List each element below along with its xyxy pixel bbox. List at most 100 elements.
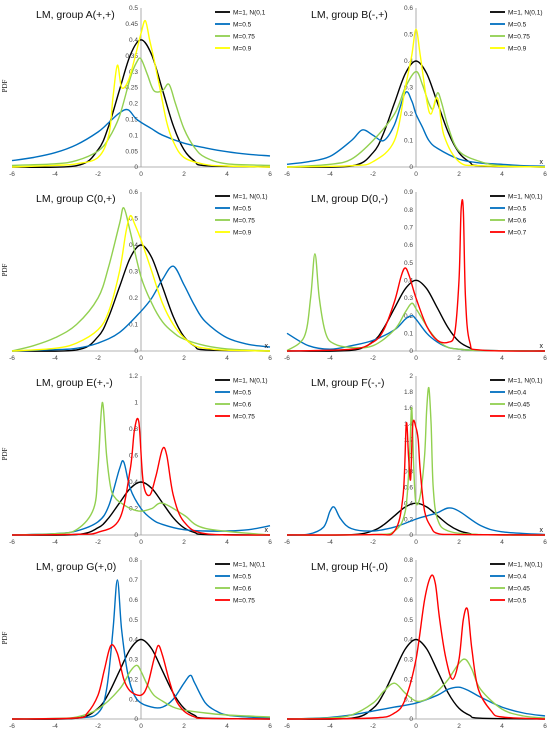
y-tick-label: 0.6 <box>404 5 413 12</box>
x-tick-label: -4 <box>52 539 58 546</box>
x-axis-label: x <box>540 343 544 350</box>
y-tick-label: 0.4 <box>404 278 413 285</box>
series-line <box>286 70 546 168</box>
y-tick-label: 1.6 <box>404 405 413 412</box>
y-tick-label: 0.5 <box>404 32 413 39</box>
legend-label: M=0.5 <box>508 414 527 421</box>
x-tick-label: -2 <box>95 723 101 730</box>
legend-label: M=1, N(0,1) <box>233 194 268 201</box>
x-tick-label: -4 <box>327 539 333 546</box>
y-tick-label: 0.4 <box>129 637 138 644</box>
y-tick-label: 0.9 <box>404 189 413 196</box>
x-tick-label: -4 <box>327 723 333 730</box>
x-axis-label: x <box>265 527 269 534</box>
legend-label: M=0.7 <box>508 230 527 237</box>
y-tick-label: 0.4 <box>404 500 413 507</box>
series-line <box>286 574 546 720</box>
x-tick-label: 4 <box>500 539 504 546</box>
series-line <box>286 419 546 536</box>
series-line <box>11 214 271 352</box>
y-tick-label: 0 <box>409 532 413 539</box>
y-tick-label: 1.2 <box>404 437 413 444</box>
series-line <box>11 417 271 536</box>
legend-label: M=0.45 <box>508 402 530 409</box>
legend-label: M=0.5 <box>508 206 527 213</box>
y-tick-label: 0.3 <box>404 295 413 302</box>
x-tick-label: -2 <box>370 171 376 178</box>
legend-label: M=1, N(0,1 <box>233 10 266 17</box>
x-tick-label: 0 <box>139 355 143 362</box>
y-tick-label: 0.6 <box>404 597 413 604</box>
series-line <box>11 57 271 167</box>
y-tick-label: 0.25 <box>125 85 138 92</box>
y-tick-label: 0.1 <box>129 132 138 139</box>
x-tick-label: -4 <box>52 723 58 730</box>
chart-title: LM, group C(0,+) <box>36 193 116 205</box>
y-tick-label: 0.2 <box>129 101 138 108</box>
legend-label: M=0.9 <box>508 46 527 53</box>
y-tick-label: 0.3 <box>404 657 413 664</box>
legend-label: M=1, N(0,1) <box>508 194 543 201</box>
y-tick-label: 0.5 <box>404 260 413 267</box>
chart-title: LM, group B(-,+) <box>311 9 388 21</box>
x-tick-label: -6 <box>284 723 290 730</box>
chart-title: LM, group D(0,-) <box>311 193 388 205</box>
chart-panel-7: 0 0.1 0.2 0.3 0.4 0.5 0.6 0.7 0.8 -6 -4 -2 0 2 4 6 LM, g… <box>1 557 272 730</box>
y-axis-label: PDF <box>1 79 9 92</box>
y-tick-label: 0.6 <box>404 242 413 249</box>
y-tick-label: 0.7 <box>404 577 413 584</box>
legend-label: M=0.75 <box>233 34 255 41</box>
y-tick-label: 0.1 <box>129 322 138 329</box>
x-tick-label: 6 <box>268 723 272 730</box>
y-tick-label: 0.8 <box>129 426 138 433</box>
series-line <box>11 207 271 352</box>
legend-label: M=0.5 <box>233 206 252 213</box>
series-line <box>286 506 546 536</box>
y-tick-label: 0 <box>409 164 413 171</box>
y-tick-label: 0.6 <box>129 597 138 604</box>
x-tick-label: -6 <box>9 171 15 178</box>
y-tick-label: 0.3 <box>129 657 138 664</box>
x-tick-label: -4 <box>327 355 333 362</box>
x-tick-label: 0 <box>139 723 143 730</box>
x-tick-label: -6 <box>9 723 15 730</box>
legend-label: M=0.75 <box>233 414 255 421</box>
legend-label: M=0.75 <box>233 598 255 605</box>
x-tick-label: -2 <box>95 355 101 362</box>
y-tick-label: 0.2 <box>404 516 413 523</box>
y-tick-label: 0.2 <box>129 676 138 683</box>
chart-title: LM, group A(+,+) <box>36 9 115 21</box>
x-tick-label: 0 <box>139 539 143 546</box>
x-tick-label: 4 <box>225 539 229 546</box>
chart-title: LM, group E(+,-) <box>36 377 113 389</box>
legend-label: M=0.45 <box>508 586 530 593</box>
legend-label: M=1, N(0,1) <box>508 562 543 569</box>
y-tick-label: 0 <box>134 716 138 723</box>
legend-label: M=0.5 <box>508 598 527 605</box>
y-tick-label: 0.7 <box>129 577 138 584</box>
series-line <box>286 28 546 168</box>
x-tick-label: -4 <box>52 171 58 178</box>
y-tick-label: 0.6 <box>404 485 413 492</box>
x-tick-label: 2 <box>182 723 186 730</box>
x-tick-label: 2 <box>182 355 186 362</box>
x-tick-label: 2 <box>457 355 461 362</box>
y-axis-label: PDF <box>1 631 9 644</box>
x-tick-label: -6 <box>9 355 15 362</box>
chart-panel-8: 0 0.1 0.2 0.3 0.4 0.5 0.6 0.7 0.8 -6 -4 -2 0 2 4 6 LM, g… <box>284 557 547 730</box>
x-tick-label: 2 <box>182 539 186 546</box>
legend-label: M=0.6 <box>508 218 527 225</box>
y-tick-label: 0.45 <box>125 21 138 28</box>
x-tick-label: -2 <box>95 539 101 546</box>
chart-panel-1: 0 0.05 0.1 0.15 0.2 0.25 0.3 0.35 0.4 0.45 0.5 -6 -4… <box>1 5 272 178</box>
y-axis-label: PDF <box>1 447 9 460</box>
y-tick-label: 0 <box>134 532 138 539</box>
x-tick-label: 6 <box>268 171 272 178</box>
chart-title: LM, group H(-,0) <box>311 561 388 573</box>
chart-panel-3: 00.10.20.30.40.50.6-6 -4 -2 0 2 4 6LM, group C… <box>1 189 272 362</box>
y-tick-label: 0.1 <box>404 138 413 145</box>
series-line <box>286 253 546 352</box>
legend-label: M=1, N(0,1) <box>508 378 543 385</box>
x-tick-label: 6 <box>543 355 547 362</box>
y-tick-label: 0 <box>134 348 138 355</box>
